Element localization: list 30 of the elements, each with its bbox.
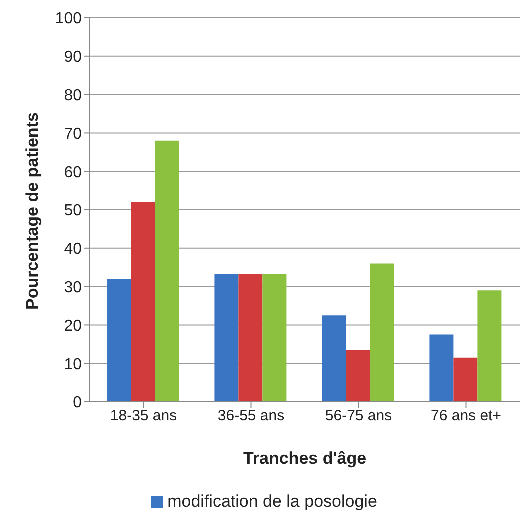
- bar: [214, 274, 239, 402]
- bar: [155, 140, 180, 402]
- y-tick-label: 60: [64, 164, 82, 182]
- bar: [262, 274, 287, 402]
- x-tick-label: 18-35 ans: [110, 408, 178, 425]
- y-tick-label: 10: [64, 356, 82, 374]
- y-tick-label: 40: [64, 241, 82, 258]
- y-tick-label: 70: [64, 126, 82, 143]
- y-tick-label: 50: [64, 202, 82, 220]
- bar: [370, 264, 394, 402]
- bar: [131, 202, 156, 402]
- y-tick-label: 0: [73, 394, 82, 412]
- x-axis-title: Tranches d'âge: [243, 449, 367, 468]
- bar: [322, 316, 346, 402]
- bar: [478, 290, 502, 402]
- legend-label: modification de la posologie: [166, 492, 378, 512]
- bar: [238, 274, 263, 402]
- x-tick-label: 76 ans et+: [431, 408, 502, 425]
- y-axis-title: Pourcentage de patients: [23, 112, 42, 310]
- bar: [107, 279, 132, 402]
- x-tick-label: 36-55 ans: [218, 408, 285, 425]
- bar: [454, 358, 478, 402]
- bar: [430, 334, 454, 402]
- y-tick-label: 80: [64, 87, 82, 104]
- bar: [346, 350, 370, 402]
- y-tick-label: 90: [64, 49, 82, 66]
- y-tick-label: 20: [64, 318, 82, 335]
- y-tick-label: 30: [64, 279, 82, 296]
- y-tick-label: 100: [55, 10, 82, 28]
- x-tick-label: 56-75 ans: [325, 408, 392, 425]
